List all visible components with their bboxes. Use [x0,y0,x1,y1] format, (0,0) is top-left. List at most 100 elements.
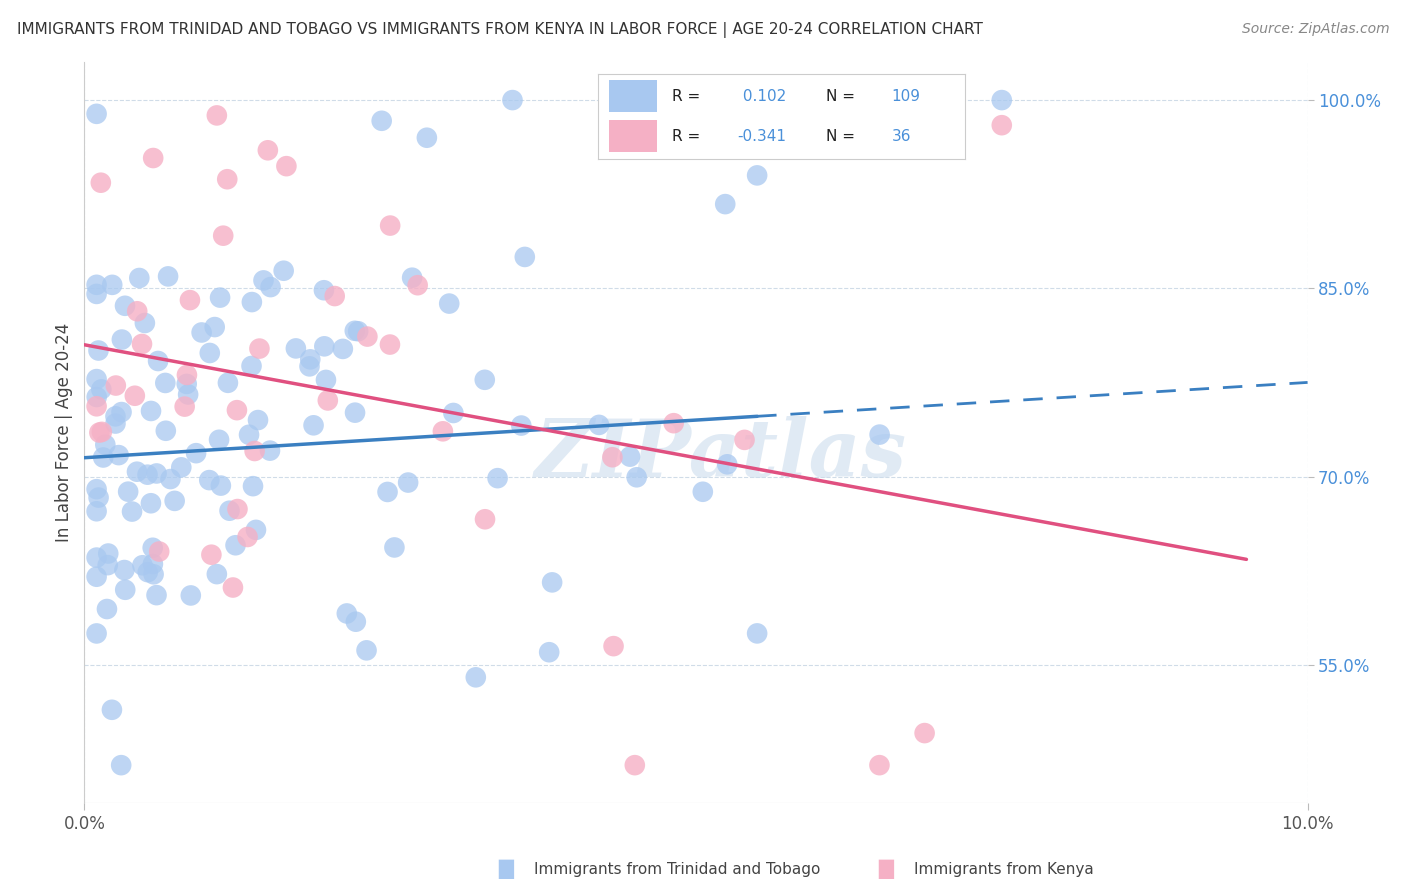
Point [439,296,461,310]
Point [384,541,406,555]
Point [441,406,464,420]
Point [205,567,228,582]
Point [170,460,193,475]
Point [222,581,245,595]
Point [243,444,266,458]
Point [87,491,110,505]
Point [86,286,108,301]
Point [104,417,127,431]
Point [200,548,222,562]
Point [347,324,370,338]
Text: IMMIGRANTS FROM TRINIDAD AND TOBAGO VS IMMIGRANTS FROM KENYA IN LABOR FORCE | AG: IMMIGRANTS FROM TRINIDAD AND TOBAGO VS I… [17,22,983,38]
Point [112,563,135,577]
Point [142,151,165,165]
Point [247,413,270,427]
Point [148,544,170,558]
Text: Immigrants from Trinidad and Tobago: Immigrants from Trinidad and Tobago [534,863,821,877]
Point [869,758,891,772]
Point [114,582,136,597]
Point [145,588,167,602]
Point [302,418,325,433]
Point [89,425,111,440]
Text: ZIPatlas: ZIPatlas [534,416,907,493]
Point [298,359,321,374]
Point [176,368,198,382]
Point [190,326,212,340]
Point [155,424,177,438]
Point [131,337,153,351]
Point [513,250,536,264]
Point [541,575,564,590]
Point [86,277,108,292]
Point [179,293,201,307]
Point [240,359,263,373]
Point [87,343,110,358]
Point [510,418,533,433]
Point [104,378,127,392]
Point [314,339,336,353]
Text: Source: ZipAtlas.com: Source: ZipAtlas.com [1241,22,1389,37]
Point [273,264,295,278]
Point [299,352,322,367]
Point [486,471,509,485]
Point [619,450,641,464]
Point [157,269,180,284]
Point [538,645,561,659]
Point [173,400,195,414]
Point [259,280,281,294]
Point [97,558,120,573]
Point [217,172,239,186]
Point [991,93,1014,107]
Point [464,670,486,684]
Text: Immigrants from Kenya: Immigrants from Kenya [914,863,1094,877]
Point [127,304,149,318]
Point [91,450,114,465]
Point [121,504,143,518]
Point [180,589,202,603]
Point [107,448,129,462]
Point [343,324,366,338]
Point [242,479,264,493]
Point [204,320,226,334]
Point [111,333,134,347]
Point [344,406,367,420]
Point [125,465,148,479]
Point [136,467,159,482]
Point [205,108,228,122]
Point [602,450,624,465]
Point [377,485,399,500]
Point [86,626,108,640]
Point [284,342,307,356]
Point [662,416,685,430]
Point [131,558,153,573]
Point [90,425,112,439]
Text: █: █ [879,860,893,880]
Point [502,93,524,107]
Point [124,389,146,403]
Point [626,470,648,484]
Point [94,437,117,451]
Point [136,565,159,579]
Point [252,273,274,287]
Point [114,299,136,313]
Point [86,390,108,404]
Point [692,484,714,499]
Point [624,758,647,772]
Point [86,482,108,496]
Y-axis label: In Labor Force | Age 20-24: In Labor Force | Age 20-24 [55,323,73,542]
Point [96,602,118,616]
Point [226,403,249,417]
Point [198,473,221,487]
Point [356,329,378,343]
Point [117,484,139,499]
Point [257,143,280,157]
Point [159,472,181,486]
Point [101,277,124,292]
Point [212,228,235,243]
Point [110,758,132,772]
Point [208,433,231,447]
Point [602,639,624,653]
Point [128,271,150,285]
Point [86,504,108,518]
Point [146,354,169,368]
